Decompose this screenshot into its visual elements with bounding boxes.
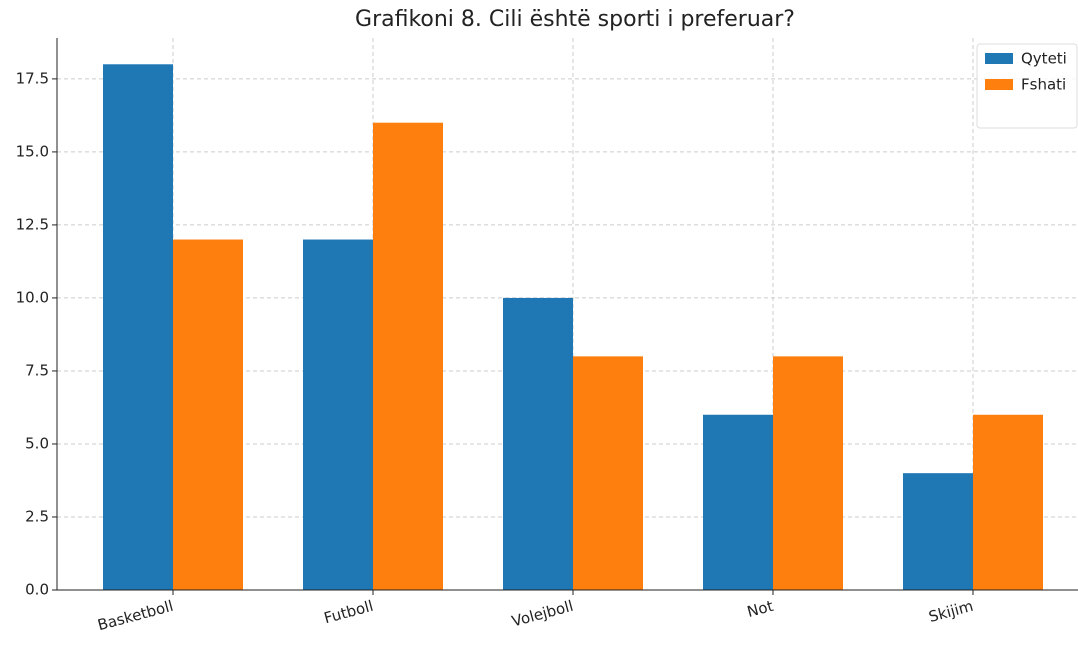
y-tick-label: 15.0 — [16, 142, 49, 160]
chart-title: Grafikoni 8. Cili është sporti i preferu… — [355, 7, 795, 32]
legend-box — [976, 43, 1078, 129]
y-tick-label: 5.0 — [25, 434, 49, 452]
x-tick-label: Skijim — [927, 597, 975, 626]
y-tick-label: 0.0 — [25, 581, 49, 599]
y-tick-label: 17.5 — [16, 69, 49, 87]
y-tick-label: 12.5 — [16, 215, 49, 233]
bar — [173, 239, 243, 590]
y-tick-label: 10.0 — [16, 288, 49, 306]
bar — [773, 356, 843, 590]
bar — [303, 239, 373, 590]
bar — [503, 297, 573, 590]
bar — [703, 414, 773, 590]
x-tick-label: Volejboll — [510, 597, 575, 631]
x-tick-label: Futboll — [322, 597, 375, 627]
legend-label: Fshati — [1021, 76, 1066, 94]
x-tick-label: Not — [745, 597, 775, 621]
bar — [373, 122, 443, 590]
y-tick-label: 7.5 — [25, 361, 49, 379]
legend-label: Qyteti — [1021, 50, 1067, 68]
y-tick-label: 2.5 — [25, 507, 49, 525]
bar — [573, 356, 643, 590]
bar — [973, 414, 1043, 590]
legend-swatch — [985, 79, 1013, 90]
legend-swatch — [985, 53, 1013, 64]
x-tick-label: Basketboll — [96, 597, 176, 634]
bar — [903, 473, 973, 590]
bar — [103, 64, 173, 591]
